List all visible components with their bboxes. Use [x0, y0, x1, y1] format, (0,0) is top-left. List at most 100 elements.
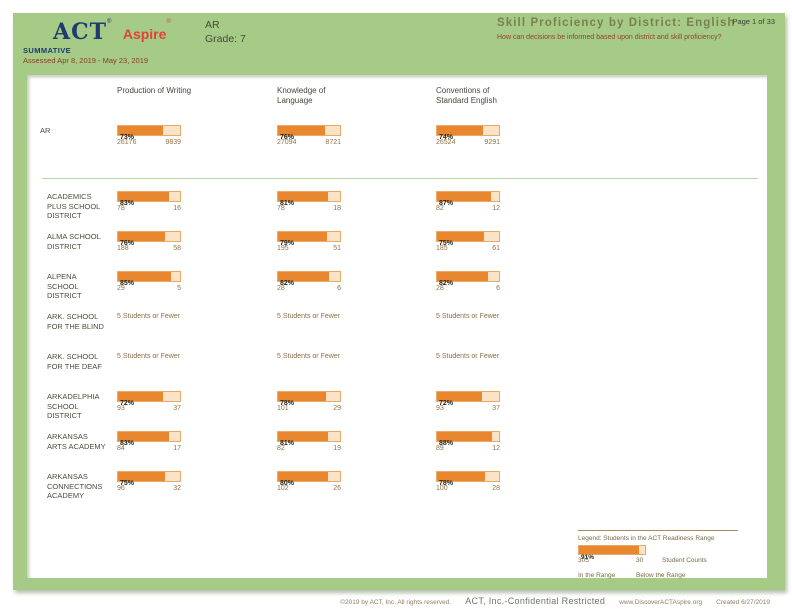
district-row: ARK. SCHOOL FOR THE BLIND 5 Students or F…: [40, 311, 756, 351]
district-name: ACADEMICS PLUS SCHOOL DISTRICT: [47, 192, 101, 220]
district-row: ARK. SCHOOL FOR THE DEAF 5 Students or Fe…: [40, 351, 756, 391]
percent-label: 76%: [120, 240, 135, 247]
student-counts: 28 6: [277, 285, 341, 292]
district-row: ALPENA SCHOOL DISTRICT 85% 29 5 82% 28 6 82% 28 6: [40, 271, 756, 311]
skill-cell: 74% 26524 9291: [436, 125, 500, 146]
below-range-count: 12: [492, 205, 500, 212]
proficiency-bar: 82%: [277, 271, 341, 287]
in-range-count: 101: [277, 405, 289, 412]
website-link: www.DiscoverACTAspire.org: [619, 599, 703, 606]
skill-cell: 83% 78 16: [117, 191, 181, 212]
in-range-count: 89: [436, 445, 444, 452]
legend-labels-row: In the Range Below the Range: [578, 572, 738, 582]
percent-label: 75%: [120, 480, 135, 487]
below-range-count: 32: [173, 485, 181, 492]
legend-bar: 91%: [578, 545, 646, 561]
skill-cell: 76% 27094 8721: [277, 125, 341, 146]
below-range-count: 9291: [484, 139, 500, 146]
bar-fill: 73%: [118, 126, 164, 141]
legend: Legend: Students in the ACT Readiness Ra…: [578, 530, 738, 582]
content-panel: Production of Writing Knowledge of Langu…: [27, 75, 767, 579]
below-range-count: 6: [496, 285, 500, 292]
created-date: Created 6/27/2019: [716, 599, 770, 606]
aspire-logo-text: Aspire: [122, 26, 167, 42]
in-range-count: 28: [277, 285, 285, 292]
proficiency-bar: 87%: [436, 191, 500, 207]
bar-fill: 75%: [437, 232, 484, 247]
proficiency-bar: 76%: [277, 125, 341, 141]
percent-label: 72%: [439, 400, 454, 407]
in-range-count: 26524: [436, 139, 456, 146]
proficiency-bar: 79%: [277, 231, 341, 247]
district-name: ALPENA SCHOOL DISTRICT: [47, 272, 82, 300]
district-row: ARKANSAS CONNECTIONS ACADEMY 75% 96 32 80% 10…: [40, 471, 756, 511]
skill-cell: 73% 26176 9839: [117, 125, 181, 146]
skill-cell: 80% 102 26: [277, 471, 341, 492]
suppressed-note: 5 Students or Fewer: [436, 313, 500, 320]
legend-title: Legend: Students in the ACT Readiness Ra…: [578, 535, 715, 542]
district-name: ARKADELPHIA SCHOOL DISTRICT: [47, 392, 100, 420]
student-counts: 26524 9291: [436, 139, 500, 146]
bar-fill: 78%: [437, 472, 486, 487]
proficiency-bar: 82%: [436, 271, 500, 287]
proficiency-bar: 81%: [277, 431, 341, 447]
skill-cell: 5 Students or Fewer: [436, 311, 500, 320]
percent-label: 78%: [280, 400, 295, 407]
skill-cell: 87% 82 12: [436, 191, 500, 212]
district-name: ARKANSAS ARTS ACADEMY: [47, 432, 106, 451]
suppressed-note: 5 Students or Fewer: [117, 353, 181, 360]
skill-cell: 5 Students or Fewer: [436, 351, 500, 360]
in-range-count: 26176: [117, 139, 137, 146]
in-range-count: 93: [436, 405, 444, 412]
bar-fill: 88%: [437, 432, 492, 447]
in-range-count: 195: [277, 245, 289, 252]
below-range-count: 9839: [165, 139, 181, 146]
percent-label: 74%: [439, 134, 454, 141]
percent-label: 72%: [120, 400, 135, 407]
in-range-count: 96: [117, 485, 125, 492]
in-range-count: 93: [117, 405, 125, 412]
student-counts: 84 17: [117, 445, 181, 452]
column-header-conventions: Conventions of Standard English: [436, 86, 497, 105]
in-range-count: 82: [277, 445, 285, 452]
proficiency-bar: 81%: [277, 191, 341, 207]
bar-fill: 76%: [118, 232, 166, 247]
percent-label: 83%: [120, 200, 135, 207]
district-name: ARK. SCHOOL FOR THE BLIND: [47, 312, 104, 331]
bar-fill: 80%: [278, 472, 328, 487]
district-row: ARKANSAS ARTS ACADEMY 83% 84 17 81% 82 19 88% 89…: [40, 431, 756, 471]
proficiency-bar: 78%: [277, 391, 341, 407]
district-name: ALMA SCHOOL DISTRICT: [47, 232, 101, 251]
bar-fill: 79%: [278, 232, 327, 247]
skill-cell: 5 Students or Fewer: [277, 311, 341, 320]
student-counts: 89 12: [436, 445, 500, 452]
skill-cell: 5 Students or Fewer: [117, 351, 181, 360]
bar-fill: 85%: [118, 272, 171, 287]
skill-cell: 5 Students or Fewer: [117, 311, 181, 320]
in-range-count: 188: [117, 245, 129, 252]
below-range-count: 29: [333, 405, 341, 412]
percent-label: 78%: [439, 480, 454, 487]
proficiency-bar: 78%: [436, 471, 500, 487]
skill-cell: 82% 28 6: [277, 271, 341, 292]
proficiency-bar: 72%: [436, 391, 500, 407]
bar-fill: 82%: [437, 272, 488, 287]
legend-below-range-label: Below the Range: [636, 572, 686, 579]
student-counts: 29 5: [117, 285, 181, 292]
district-row: ACADEMICS PLUS SCHOOL DISTRICT 83% 78 16 81%…: [40, 191, 756, 231]
skill-cell: 88% 89 12: [436, 431, 500, 452]
percent-label: 82%: [280, 280, 295, 287]
in-range-count: 102: [277, 485, 289, 492]
percent-label: 75%: [439, 240, 454, 247]
legend-bar-fill: 91%: [579, 546, 640, 561]
skill-cell: 81% 78 18: [277, 191, 341, 212]
percent-label: 76%: [280, 134, 295, 141]
bar-fill: 87%: [437, 192, 491, 207]
student-counts: 93 37: [436, 405, 500, 412]
in-range-count: 28: [436, 285, 444, 292]
percent-label: 88%: [439, 440, 454, 447]
below-range-count: 12: [492, 445, 500, 452]
student-counts: 26176 9839: [117, 139, 181, 146]
bar-fill: 78%: [278, 392, 327, 407]
proficiency-bar: 88%: [436, 431, 500, 447]
